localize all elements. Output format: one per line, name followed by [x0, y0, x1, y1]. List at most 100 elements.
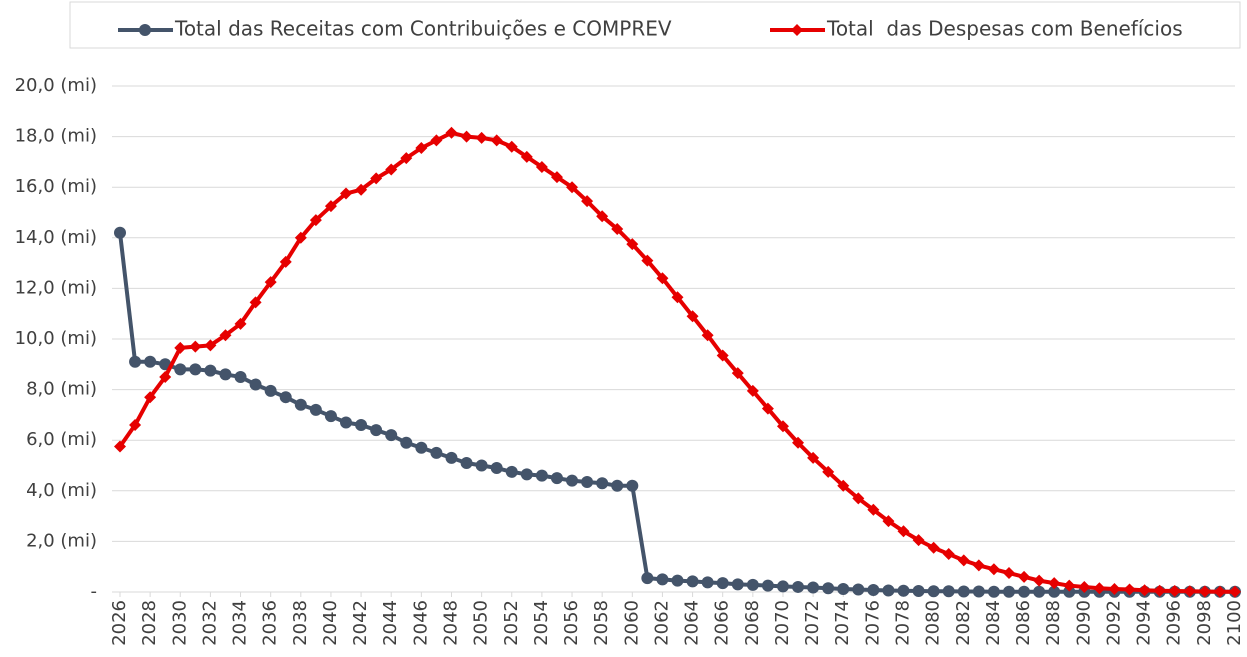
marker: [355, 183, 368, 196]
marker: [581, 475, 594, 488]
marker: [581, 195, 594, 208]
x-tick-label: 2042: [350, 600, 371, 646]
marker: [671, 291, 684, 304]
x-tick-label: 2052: [501, 600, 522, 646]
x-tick-label: 2054: [531, 600, 552, 646]
marker: [716, 577, 729, 590]
x-tick-label: 2074: [832, 600, 853, 646]
x-tick-label: 2070: [772, 600, 793, 646]
x-tick-label: 2056: [561, 600, 582, 646]
x-tick-label: 2044: [380, 600, 401, 646]
marker: [490, 462, 503, 475]
marker: [370, 424, 383, 437]
marker: [1063, 585, 1076, 598]
x-tick-label: 2066: [712, 600, 733, 646]
marker: [641, 254, 654, 267]
x-tick-label: 2064: [682, 600, 703, 646]
y-tick-label: 16,0 (mi): [15, 176, 97, 197]
legend-marker: [139, 24, 151, 36]
x-tick-label: 2048: [440, 600, 461, 646]
x-tick-label: 2032: [199, 600, 220, 646]
x-tick-label: 2060: [621, 600, 642, 646]
marker: [837, 479, 850, 492]
x-tick-label: 2096: [1164, 600, 1185, 646]
x-tick-label: 2088: [1043, 600, 1064, 646]
y-tick-label: 10,0 (mi): [15, 328, 97, 349]
marker: [897, 525, 910, 538]
x-tick-label: 2072: [802, 600, 823, 646]
marker: [294, 231, 307, 244]
x-tick-label: 2084: [983, 600, 1004, 646]
marker: [792, 580, 805, 593]
marker: [822, 465, 835, 478]
marker: [219, 368, 232, 381]
y-tick-label: 8,0 (mi): [26, 379, 97, 400]
marker: [1078, 580, 1091, 593]
marker: [144, 391, 157, 404]
legend-label: Total das Receitas com Contribuições e C…: [174, 17, 672, 41]
marker: [912, 534, 925, 547]
marker: [987, 563, 1000, 576]
x-tick-label: 2092: [1103, 600, 1124, 646]
marker: [701, 329, 714, 342]
marker: [460, 456, 473, 469]
series-line: [118, 232, 1235, 594]
x-tick-label: 2050: [471, 600, 492, 646]
x-tick-label: 2034: [230, 600, 251, 646]
x-tick-label: 2040: [320, 600, 341, 646]
marker: [475, 459, 488, 472]
marker: [1123, 583, 1136, 596]
y-tick-label: 14,0 (mi): [15, 227, 97, 248]
y-tick-label: 4,0 (mi): [26, 480, 97, 501]
marker: [1002, 567, 1015, 580]
marker: [324, 200, 337, 213]
marker: [776, 420, 789, 433]
marker: [1018, 570, 1031, 583]
marker: [807, 451, 820, 464]
marker: [1213, 585, 1226, 598]
marker: [189, 340, 202, 353]
series-line: [118, 130, 1235, 594]
marker: [1048, 585, 1061, 598]
marker: [114, 226, 126, 239]
marker: [686, 310, 699, 323]
x-tick-label: 2080: [923, 600, 944, 646]
marker: [611, 222, 624, 235]
marker: [505, 465, 518, 478]
marker: [1108, 582, 1121, 595]
marker: [219, 329, 232, 342]
marker: [445, 451, 458, 464]
marker: [234, 370, 247, 383]
x-tick-label: 2086: [1013, 600, 1034, 646]
marker: [912, 584, 925, 597]
marker: [701, 576, 714, 589]
x-tick-label: 2038: [290, 600, 311, 646]
x-tick-label: 2028: [139, 600, 160, 646]
marker: [686, 575, 699, 588]
marker: [656, 573, 669, 586]
marker: [279, 255, 292, 268]
marker: [566, 474, 579, 487]
marker: [1048, 577, 1061, 590]
x-tick-label: 2046: [410, 600, 431, 646]
x-tick-label: 2078: [893, 600, 914, 646]
marker: [114, 440, 126, 453]
marker: [400, 436, 413, 449]
x-tick-label: 2094: [1134, 600, 1155, 646]
marker: [1153, 584, 1166, 597]
marker: [942, 548, 955, 561]
y-tick-label: -: [91, 581, 98, 602]
marker: [987, 585, 1000, 598]
marker: [1168, 584, 1181, 597]
marker: [505, 140, 518, 153]
y-tick-label: 18,0 (mi): [15, 126, 97, 147]
marker: [520, 468, 533, 481]
marker: [370, 172, 383, 185]
marker: [927, 585, 940, 598]
marker: [249, 296, 262, 309]
marker: [324, 410, 337, 423]
marker: [1138, 584, 1151, 597]
marker: [174, 341, 187, 354]
marker: [731, 367, 744, 380]
marker: [249, 378, 262, 391]
